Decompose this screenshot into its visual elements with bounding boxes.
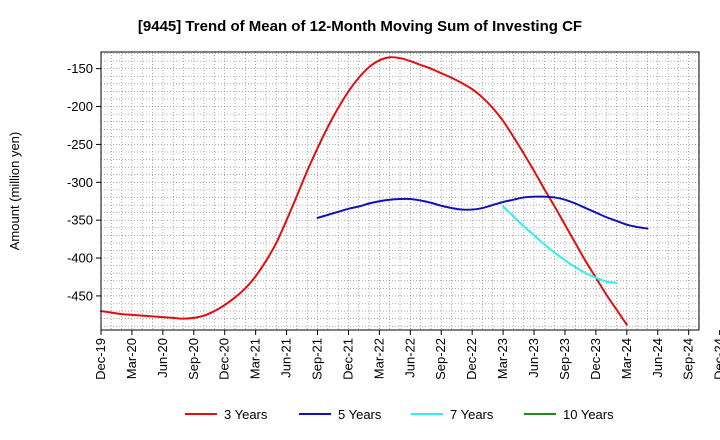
legend: 3 Years 5 Years 7 Years 10 Years: [185, 407, 614, 422]
x-tick-label: Jun-23: [526, 338, 541, 378]
x-tick-label: Sep-22: [433, 338, 448, 380]
series-lines: [100, 56, 649, 326]
y-tick-label: -200: [67, 99, 93, 114]
y-tick-label: -150: [67, 61, 93, 76]
x-tick-label: Sep-24: [681, 338, 696, 380]
series-line-3-years: [100, 56, 628, 326]
x-tick-label: Dec-19: [93, 338, 108, 380]
x-tick-label: Sep-20: [186, 338, 201, 380]
x-tick-label: Dec-20: [217, 338, 232, 380]
x-tick-label: Jun-24: [650, 338, 665, 378]
x-tick-label: Mar-21: [248, 338, 263, 379]
legend-label-5-years: 5 Years: [338, 407, 382, 422]
grid: [101, 52, 699, 330]
series-line-7-years: [502, 205, 618, 285]
x-tick-label: Dec-24: [712, 338, 720, 380]
x-tick-label: Sep-21: [310, 338, 325, 380]
y-axis: -150 -200 -250 -300 -350 -400 -450: [67, 61, 101, 303]
x-tick-label: Mar-20: [124, 338, 139, 379]
legend-label-3-years: 3 Years: [224, 407, 268, 422]
x-tick-label: Mar-24: [619, 338, 634, 379]
x-tick-label: Jun-21: [279, 338, 294, 378]
chart-title: [9445] Trend of Mean of 12-Month Moving …: [138, 18, 582, 35]
y-tick-label: -300: [67, 175, 93, 190]
legend-label-7-years: 7 Years: [450, 407, 494, 422]
y-tick-label: -250: [67, 137, 93, 152]
y-tick-label: -450: [67, 288, 93, 303]
y-axis-label: Amount (million yen): [7, 132, 22, 251]
x-tick-label: Dec-23: [588, 338, 603, 380]
x-tick-label: Dec-22: [464, 338, 479, 380]
x-tick-label: Mar-23: [495, 338, 510, 379]
x-tick-label: Mar-22: [371, 338, 386, 379]
y-tick-label: -400: [67, 251, 93, 266]
y-tick-label: -350: [67, 213, 93, 228]
x-tick-label: Dec-21: [340, 338, 355, 380]
x-tick-label: Jun-20: [155, 338, 170, 378]
x-axis: Dec-19 Mar-20 Jun-20 Sep-20 Dec-20 Mar-21 Jun-…: [93, 330, 720, 380]
legend-label-10-years: 10 Years: [563, 407, 614, 422]
plot-border: [100, 51, 700, 331]
x-tick-label: Sep-23: [557, 338, 572, 380]
x-tick-label: Jun-22: [402, 338, 417, 378]
series-line-5-years: [316, 195, 649, 230]
